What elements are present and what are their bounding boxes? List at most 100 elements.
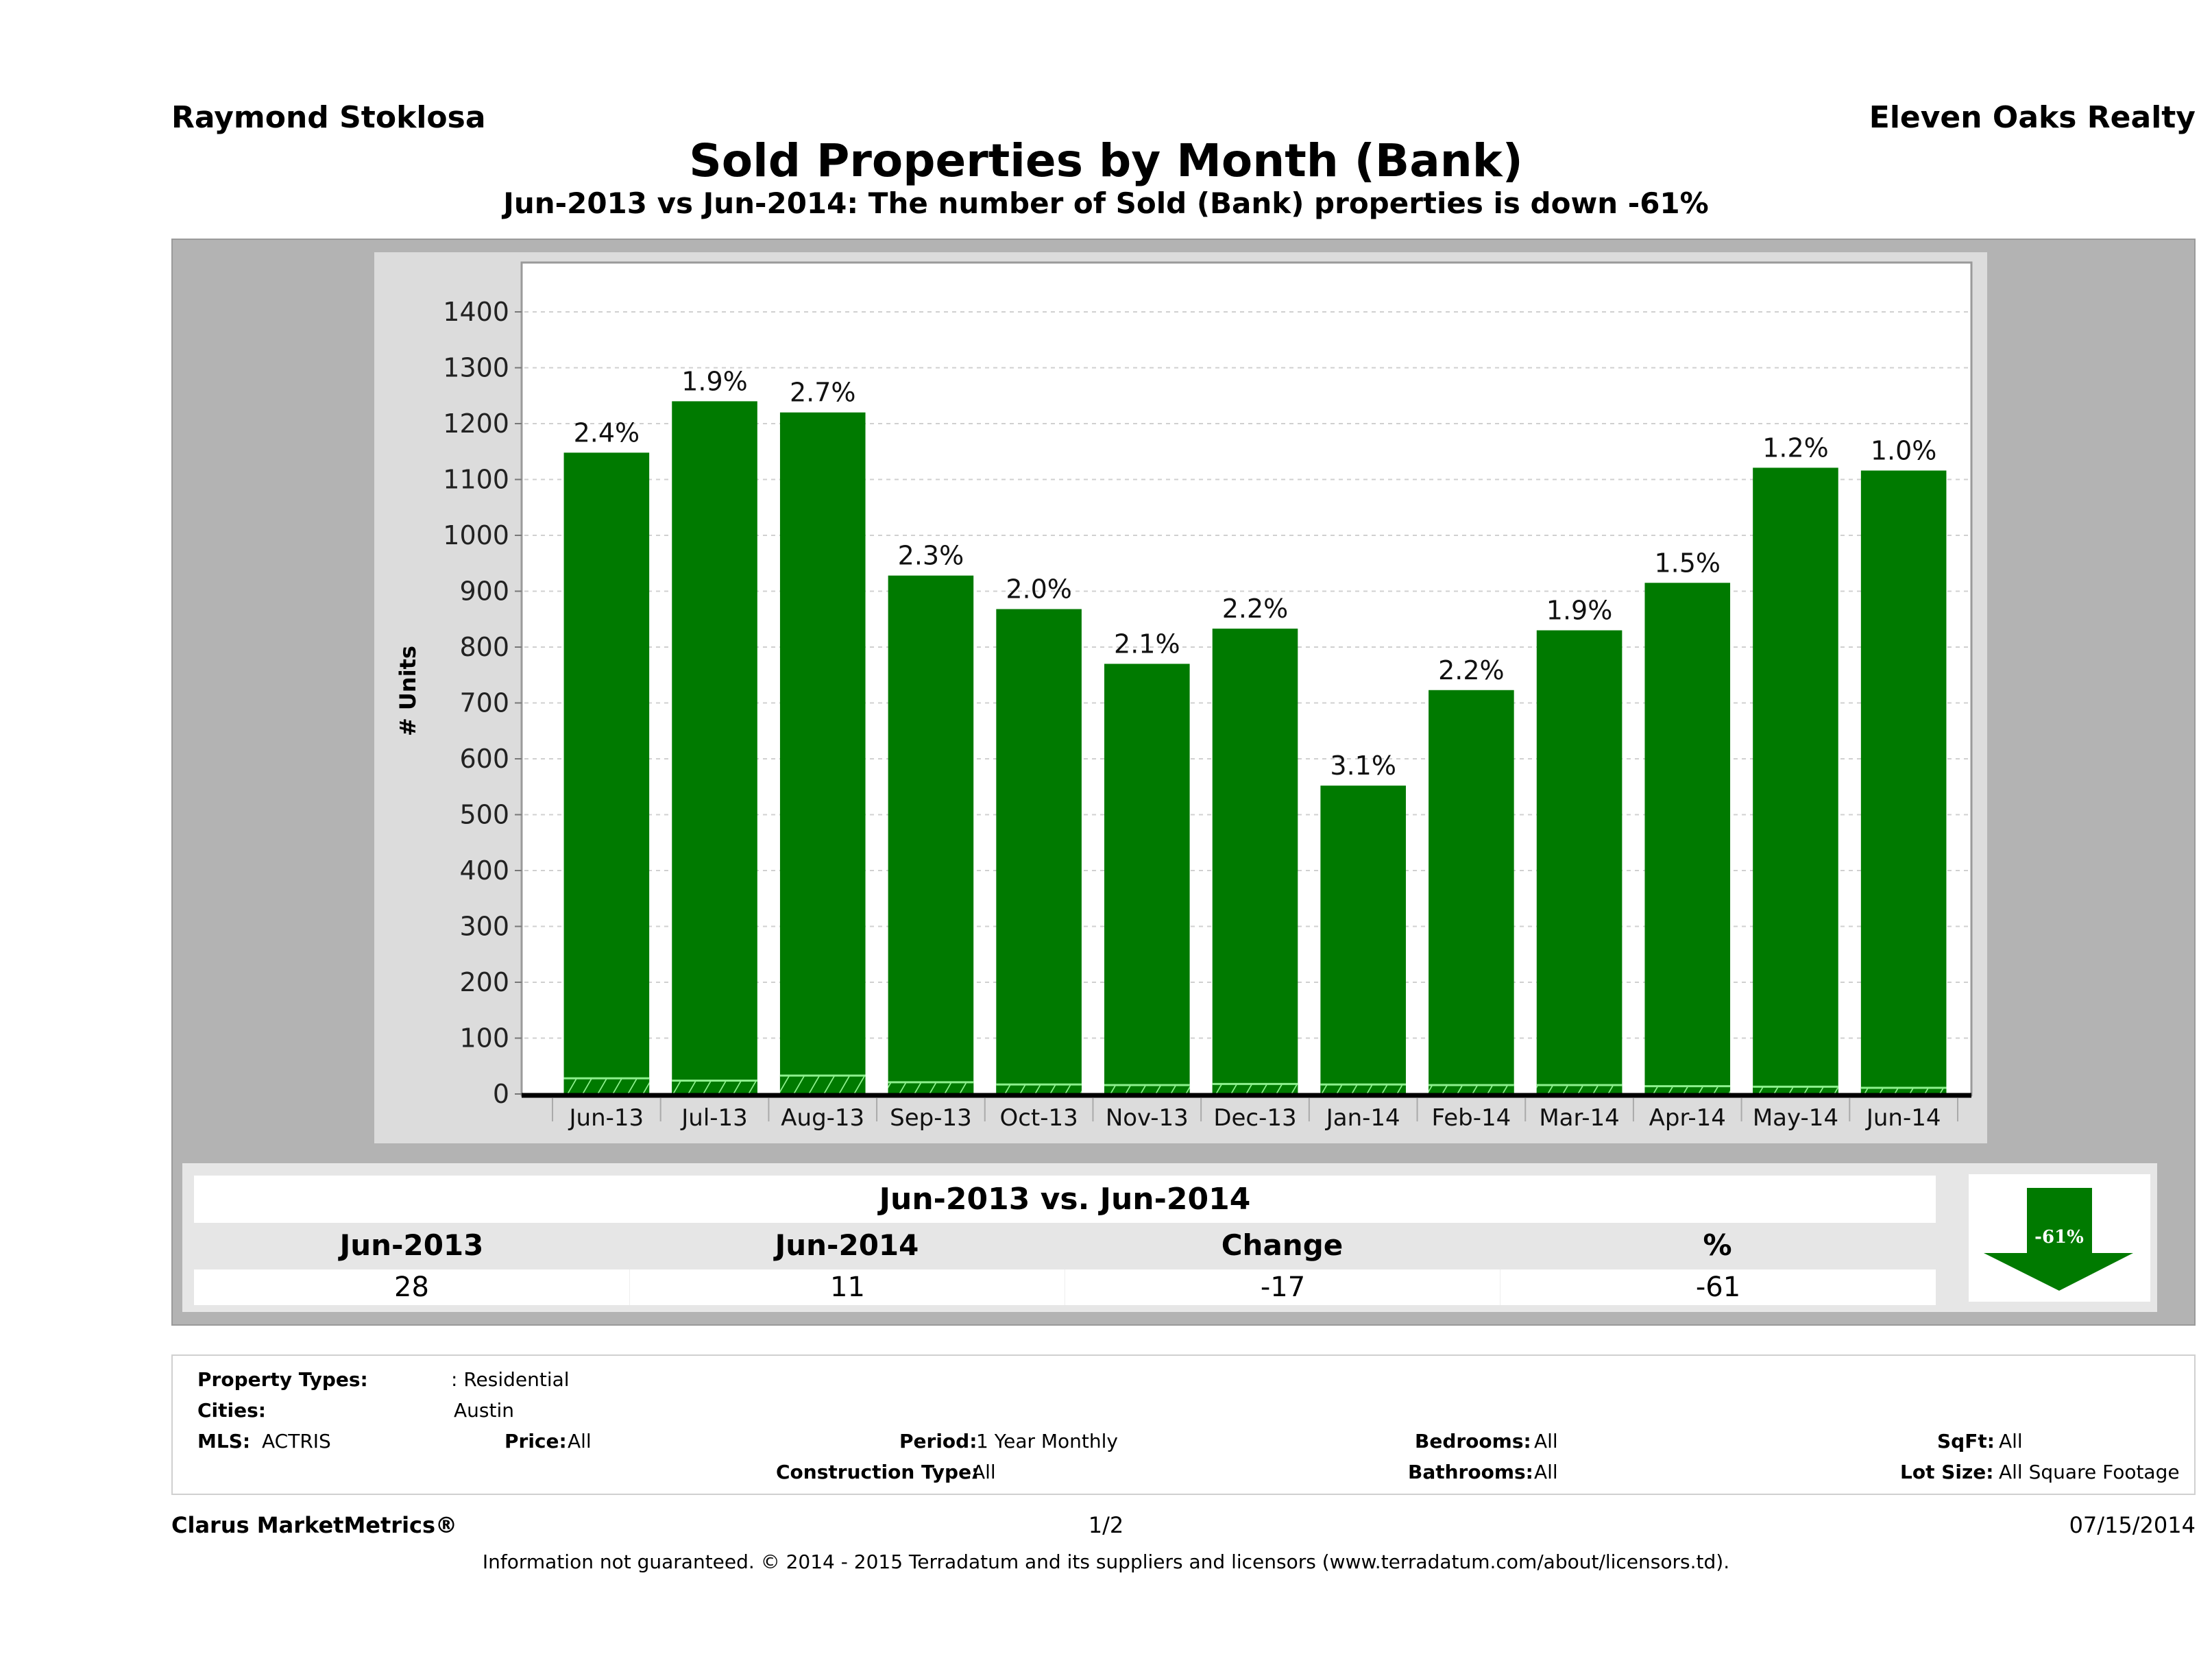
data-label: 1.2% [1762, 433, 1829, 463]
summary-header: Jun-2014 [775, 1228, 919, 1262]
y-tick-label: 100 [459, 1023, 509, 1054]
bar-bank [1320, 1084, 1406, 1094]
y-tick-label: 0 [493, 1079, 509, 1109]
bar-bank [1429, 1084, 1514, 1094]
bar-total [996, 609, 1082, 1094]
x-axis-ticks: Jun-13 Jul-13 Aug-13 Sep-13 Oct-13 Nov-13 Dec-… [522, 1093, 1971, 1132]
x-tick-label: Apr-14 [1649, 1104, 1726, 1132]
bar-bank [1753, 1086, 1838, 1094]
summary-title: Jun-2013 vs. Jun-2014 [194, 1176, 1936, 1223]
filter-label: Price: [505, 1430, 567, 1452]
x-tick-label: Nov-13 [1106, 1104, 1189, 1132]
bar-total [1429, 690, 1514, 1094]
filter-value: Austin [454, 1399, 514, 1422]
company-name: Eleven Oaks Realty [1869, 100, 2196, 135]
data-label: 2.7% [790, 378, 856, 408]
data-label: 2.0% [1006, 574, 1072, 605]
filter-value: All [1999, 1430, 2023, 1452]
bar-total [1536, 630, 1622, 1094]
x-tick-label: May-14 [1753, 1104, 1838, 1132]
filter-label: MLS: [197, 1430, 251, 1452]
filter-value: All [568, 1430, 592, 1452]
y-tick-label: 500 [459, 800, 509, 830]
summary-header: Change [1221, 1228, 1344, 1262]
summary-value: 28 [394, 1272, 429, 1303]
page-number: 1/2 [1088, 1512, 1124, 1538]
y-tick-label: 1200 [443, 409, 509, 439]
report-title: Sold Properties by Month (Bank) [689, 134, 1523, 187]
data-label: 1.9% [1546, 596, 1613, 626]
bar-total [1212, 629, 1298, 1094]
y-tick-label: 700 [459, 688, 509, 718]
data-label: 2.2% [1222, 594, 1289, 624]
bar-total [1753, 467, 1838, 1094]
summary-value: 11 [629, 1269, 1065, 1305]
bar-bank [779, 1075, 866, 1094]
filter-label: Bedrooms: [1415, 1430, 1531, 1452]
x-tick-label: Sep-13 [890, 1104, 972, 1132]
data-label: 1.5% [1654, 548, 1721, 578]
bar-bank [888, 1082, 974, 1094]
bar-bank [1104, 1084, 1190, 1094]
bar-total [563, 452, 650, 1094]
y-tick-label: 300 [459, 912, 509, 942]
filter-label: Construction Type: [776, 1461, 980, 1483]
bar-chart: 0 100 200 300 400 500 600 700 800 900 1000 1100 1200… [395, 261, 1973, 1132]
y-tick-label: 900 [459, 576, 509, 607]
y-tick-label: 200 [459, 967, 509, 997]
filter-label: Period: [899, 1430, 977, 1452]
x-tick-label: Mar-14 [1539, 1104, 1620, 1132]
x-tick-label: Jul-13 [680, 1104, 748, 1132]
data-label: 2.2% [1438, 655, 1505, 685]
summary-value: -61 [1500, 1269, 1936, 1305]
filters-panel: Property Types: : Residential Cities: Au… [171, 1354, 2196, 1495]
x-tick-label: Jun-13 [568, 1104, 644, 1132]
y-tick-label: 400 [459, 855, 509, 886]
bar-bank [672, 1080, 757, 1094]
bar-total [888, 575, 974, 1094]
x-tick-label: Jun-14 [1865, 1104, 1941, 1132]
data-label: 1.0% [1871, 435, 1937, 465]
bar-bank [1860, 1088, 1947, 1094]
report-date: 07/15/2014 [2069, 1512, 2196, 1538]
down-arrow-icon: -61% [1984, 1188, 2133, 1291]
x-tick-label: Aug-13 [781, 1104, 864, 1132]
filter-value: All [1534, 1430, 1558, 1452]
y-tick-label: 600 [459, 744, 509, 774]
bar-total [779, 412, 866, 1094]
y-axis-ticks: 0 100 200 300 400 500 600 700 800 900 1000 1100 1200… [443, 297, 522, 1109]
y-tick-label: 800 [459, 632, 509, 662]
bar-bank [1536, 1084, 1622, 1094]
data-label: 1.9% [681, 366, 748, 396]
x-tick-label: Oct-13 [999, 1104, 1078, 1132]
bar-total [1644, 583, 1731, 1094]
data-label: 2.3% [898, 541, 964, 571]
arrow-label: -61% [2034, 1227, 2084, 1248]
filter-value: All Square Footage [1999, 1461, 2180, 1483]
y-tick-label: 1400 [443, 297, 509, 327]
summary-header: % [1703, 1228, 1732, 1262]
filter-label: Cities: [197, 1399, 266, 1422]
filter-label: Lot Size: [1900, 1461, 1994, 1483]
bar-total [1104, 664, 1190, 1094]
bar-total [1860, 470, 1947, 1094]
y-tick-label: 1300 [443, 353, 509, 383]
y-tick-label: 1100 [443, 465, 509, 495]
bar-bank [1644, 1086, 1731, 1094]
agent-name: Raymond Stoklosa [171, 100, 486, 135]
filter-label: Bathrooms: [1408, 1461, 1533, 1483]
bar-bank [1212, 1084, 1298, 1094]
bars: 2.4% 1.9% 2.7% 2.3% 2.0% 2.1% 2.2% 3.1% 2.2% 1.9%… [563, 366, 1947, 1094]
filter-value: All [1534, 1461, 1558, 1483]
bar-total [1320, 786, 1406, 1094]
x-tick-label: Dec-13 [1213, 1104, 1296, 1132]
disclaimer: Information not guaranteed. © 2014 - 201… [482, 1551, 1730, 1573]
change-indicator: -61% [1969, 1174, 2150, 1302]
summary-header-row: Jun-2013 Jun-2014 Change % [194, 1223, 1936, 1268]
data-label: 3.1% [1330, 751, 1396, 781]
y-axis-label: # Units [395, 646, 421, 736]
bar-bank [563, 1078, 650, 1094]
filter-label: Property Types: [197, 1368, 368, 1391]
data-label: 2.4% [574, 417, 640, 448]
filter-value: 1 Year Monthly [976, 1430, 1119, 1452]
